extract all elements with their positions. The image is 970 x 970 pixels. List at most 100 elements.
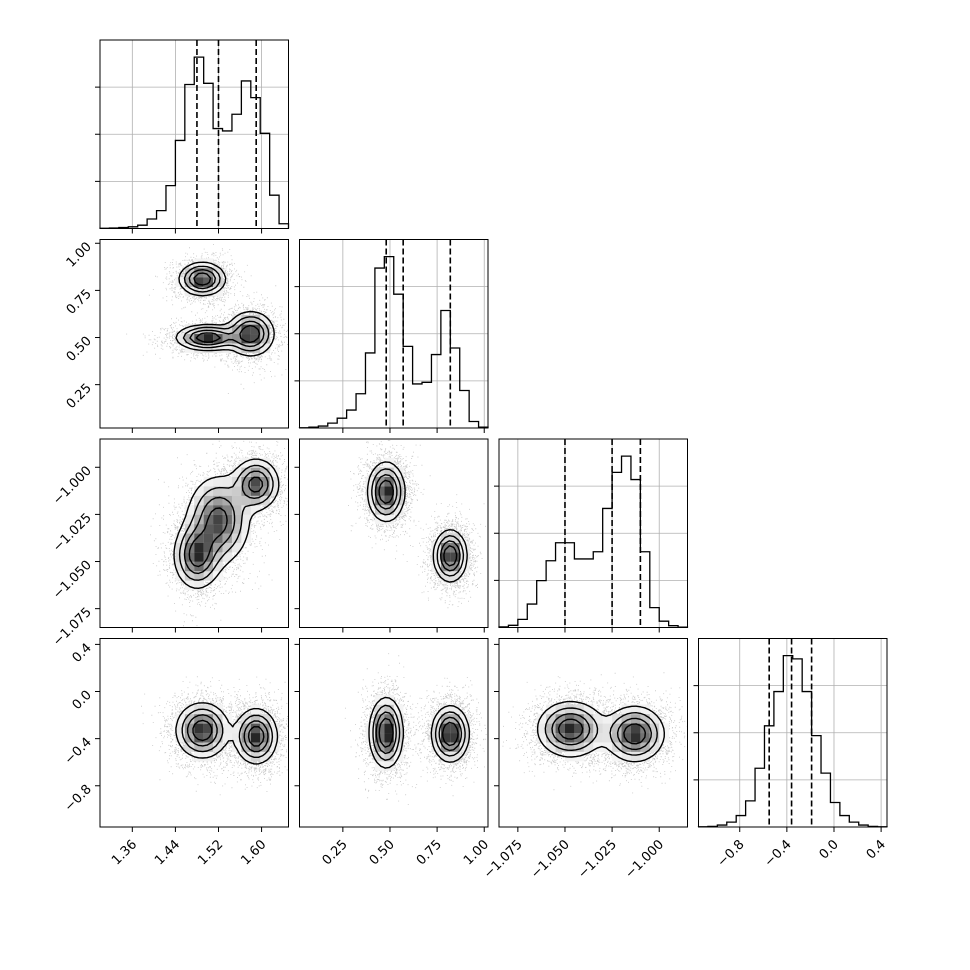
density-cell — [184, 723, 195, 734]
density-cell — [203, 723, 214, 734]
density-cell-base — [269, 486, 280, 496]
y-tick-label: −1.050 — [50, 558, 95, 603]
density-cell-base — [640, 742, 651, 752]
density-cell-base — [649, 732, 660, 743]
density-cell-base — [555, 732, 566, 743]
contour-line — [374, 474, 461, 572]
density-cell — [175, 561, 186, 572]
density-cell-base — [194, 486, 204, 496]
density-cell — [384, 742, 395, 752]
density-cell — [250, 343, 261, 353]
density-cell — [194, 504, 204, 515]
density-cell — [241, 467, 252, 477]
density-cell-base — [222, 533, 233, 543]
density-cell-base — [260, 723, 270, 734]
x-tick-label: 1.44 — [152, 837, 183, 868]
density-cell — [194, 533, 204, 543]
density-cell — [194, 324, 204, 335]
density-cell-base — [431, 713, 442, 724]
density-cell — [393, 723, 404, 734]
density-cell-base — [365, 723, 376, 734]
density-cell — [250, 495, 261, 506]
density-cell-base — [194, 751, 204, 762]
x-tick-label: 0.25 — [320, 837, 351, 868]
x-tick-label: −0.4 — [762, 837, 795, 870]
density-cell — [393, 742, 404, 752]
density-cell — [640, 751, 651, 762]
density-cell-base — [241, 467, 252, 477]
density-cell-base — [222, 343, 233, 353]
density-cell-base — [213, 561, 223, 572]
density-cell — [612, 713, 622, 724]
density-cell-base — [250, 713, 261, 724]
density-cell-base — [393, 504, 404, 515]
density-cell-base — [213, 486, 223, 496]
density-cell — [222, 333, 233, 344]
density-cell — [203, 704, 214, 715]
density-cell — [440, 704, 451, 715]
density-cell — [564, 704, 575, 715]
density-cell — [640, 723, 651, 734]
contour-line — [188, 476, 264, 568]
density-cell — [384, 713, 395, 724]
density-cell — [241, 476, 252, 487]
density-cell — [260, 486, 270, 496]
density-cell-base — [555, 742, 566, 752]
y-tick-label: −0.4 — [62, 735, 95, 768]
density-cell — [175, 732, 186, 743]
x-tick-label: 1.36 — [109, 837, 140, 868]
density-cell — [374, 495, 385, 506]
density-cell — [450, 732, 461, 743]
density-cell — [231, 732, 242, 743]
density-cell-base — [459, 742, 470, 752]
contour-line — [193, 272, 261, 343]
density-cell — [440, 552, 451, 562]
density-cell — [241, 732, 252, 743]
density-cell — [250, 486, 261, 496]
density-cell-base — [241, 314, 252, 325]
density-cell — [222, 732, 233, 743]
x-tick-label: −1.025 — [575, 837, 620, 882]
density-cell-base — [194, 523, 204, 534]
density-cell — [184, 704, 195, 715]
density-cell — [231, 542, 242, 553]
density-cell — [431, 552, 442, 562]
density-cell-base — [393, 742, 404, 752]
density-cell — [231, 514, 242, 525]
density-cell-base — [222, 552, 233, 562]
density-cell-base — [184, 286, 195, 297]
density-cell — [203, 713, 214, 724]
density-cell — [431, 561, 442, 572]
axes-frame — [299, 638, 489, 828]
density-cell-base — [184, 561, 195, 572]
density-cell-base — [175, 723, 186, 734]
density-cell — [459, 742, 470, 752]
density-cell — [602, 742, 613, 752]
density-cell — [583, 704, 594, 715]
density-cell-base — [213, 495, 223, 506]
density-cell — [184, 514, 195, 525]
density-cell — [203, 742, 214, 752]
density-cell-base — [649, 742, 660, 752]
density-cell-base — [213, 723, 223, 734]
density-cell — [649, 723, 660, 734]
sample-points — [348, 440, 486, 609]
density-cell — [440, 732, 451, 743]
density-cell-base — [250, 504, 261, 515]
x-tick-label: 0.0 — [817, 837, 842, 862]
contour-line — [375, 711, 463, 755]
density-cell — [365, 723, 376, 734]
density-cell — [241, 751, 252, 762]
y-tick-label: 0.75 — [64, 287, 95, 318]
density-cell-base — [203, 267, 214, 278]
density-cell-base — [231, 343, 242, 353]
density-cell — [574, 723, 585, 734]
density-cell-base — [612, 723, 622, 734]
density-cell-base — [175, 732, 186, 743]
y-tick-label: 0.50 — [64, 334, 95, 365]
density-cell-base — [241, 514, 252, 525]
density-cell-base — [384, 751, 395, 762]
density-cell-base — [440, 704, 451, 715]
density-cell-base — [213, 542, 223, 553]
density-cell — [612, 732, 622, 743]
